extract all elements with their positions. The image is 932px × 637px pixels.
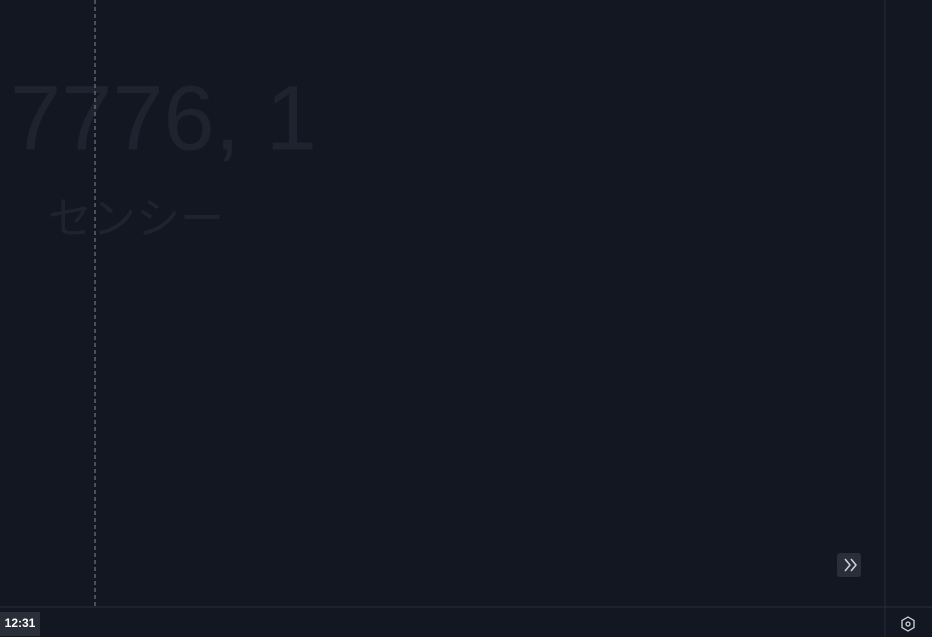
settings-button[interactable]: [901, 616, 915, 632]
time-label-box: [0, 612, 40, 636]
watermark-symbol: 7776, 1: [10, 67, 317, 169]
time-label: 12:31: [5, 616, 36, 630]
scroll-button[interactable]: [837, 553, 861, 577]
watermark-name: センシー: [48, 195, 224, 244]
